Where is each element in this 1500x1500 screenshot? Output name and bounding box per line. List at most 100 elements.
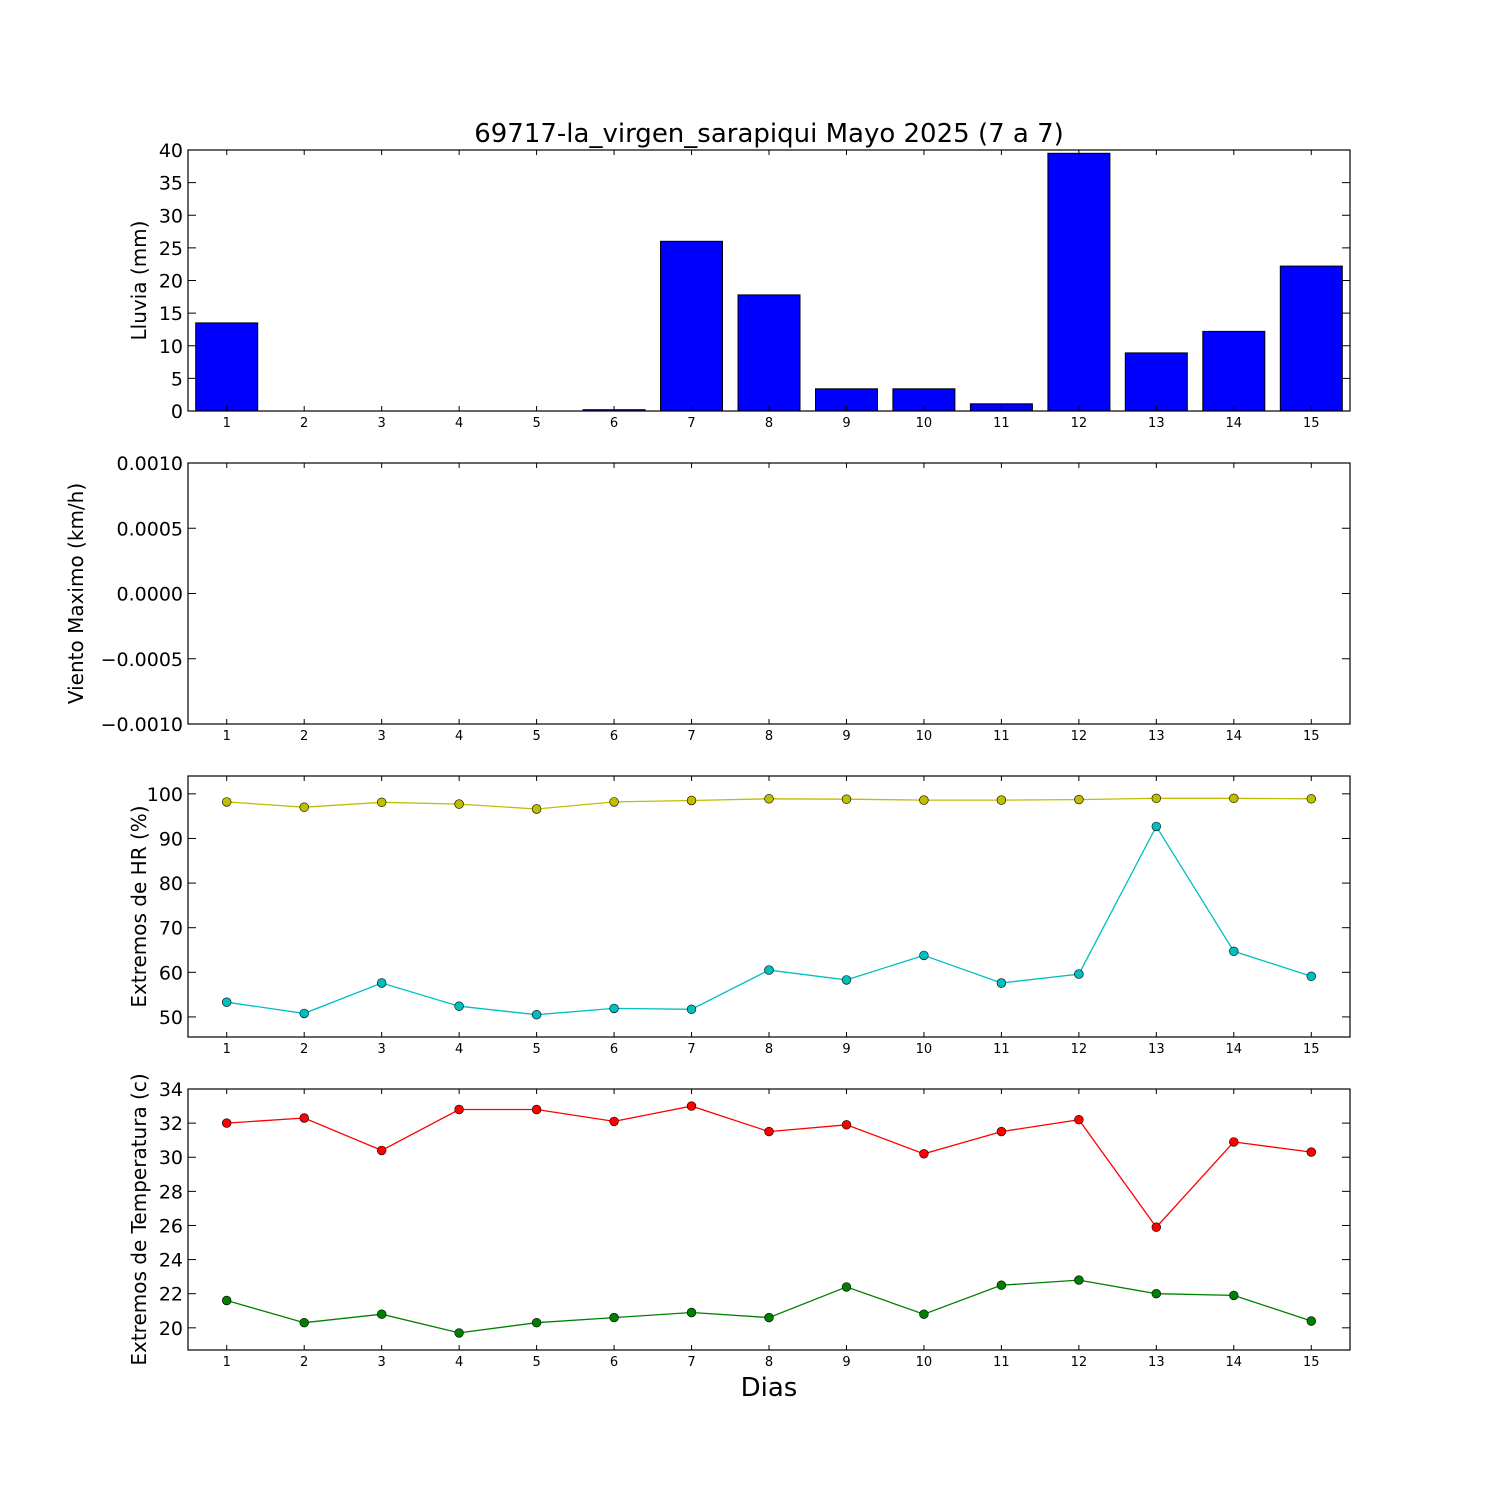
bar-day-15 — [1279, 265, 1343, 412]
x-tick-label: 8 — [765, 416, 773, 431]
bar-day-8 — [737, 294, 801, 412]
y-tick-label: 100 — [147, 784, 183, 806]
x-tick-label: 9 — [842, 729, 850, 744]
point-temp_max-day-9 — [841, 1120, 852, 1130]
point-temp_min-day-1 — [222, 1295, 232, 1306]
x-tick-label: 5 — [532, 1042, 540, 1057]
y-axis-label: Lluvia (mm) — [127, 221, 151, 341]
x-tick-label: 4 — [455, 729, 463, 744]
y-tick-label: 80 — [159, 873, 183, 895]
point-temp_max-day-15 — [1306, 1147, 1317, 1157]
panel-2: 1 2 3 4 5 6 7 8 9 10 11 12 13 14 15−0.0010−0.00050.000… — [64, 453, 1351, 744]
bar-day-7 — [660, 240, 723, 412]
y-tick-label: −0.0010 — [101, 714, 183, 736]
point-temp_max-day-6 — [609, 1116, 619, 1127]
x-tick-label: 8 — [765, 1042, 773, 1057]
x-tick-label: 2 — [300, 1042, 308, 1057]
panel-frame — [187, 462, 1351, 725]
x-tick-label: 15 — [1303, 416, 1320, 431]
point-hr_max-day-8 — [764, 794, 774, 804]
y-tick-label: 0.0000 — [117, 584, 183, 606]
chart-title: 69717-la_virgen_sarapiqui Mayo 2025 (7 a… — [474, 119, 1064, 149]
x-tick-label: 2 — [300, 729, 308, 744]
point-temp_min-day-2 — [299, 1317, 309, 1328]
point-temp_max-day-10 — [919, 1149, 929, 1159]
x-tick-label: 13 — [1148, 729, 1165, 744]
x-tick-label: 8 — [765, 729, 773, 744]
point-hr_min-day-12 — [1074, 969, 1084, 979]
point-temp_min-day-12 — [1074, 1275, 1084, 1285]
x-tick-label: 10 — [916, 1355, 933, 1370]
y-tick-label: 30 — [159, 205, 183, 227]
x-axis-label: Dias — [741, 1373, 798, 1403]
point-temp_min-day-10 — [919, 1309, 929, 1319]
x-tick-label: 14 — [1226, 729, 1243, 744]
bar-day-1 — [195, 322, 259, 412]
x-tick-label: 2 — [300, 1355, 308, 1370]
point-hr_min-day-7 — [686, 1004, 697, 1014]
y-tick-label: 35 — [159, 173, 183, 195]
point-hr_max-day-14 — [1229, 793, 1239, 803]
panel-4: 1 2 3 4 5 6 7 8 9 10 11 12 13 14 152022242628303234Ext… — [127, 1073, 1351, 1370]
x-tick-label: 14 — [1226, 1042, 1243, 1057]
point-temp_max-day-7 — [686, 1101, 697, 1111]
x-tick-label: 1 — [223, 1355, 231, 1370]
x-tick-label: 12 — [1071, 416, 1088, 431]
point-temp_min-day-8 — [764, 1312, 774, 1323]
point-hr_min-day-6 — [609, 1003, 619, 1014]
y-tick-label: 0.0010 — [117, 453, 183, 475]
bar-day-14 — [1202, 330, 1266, 412]
y-tick-label: 70 — [159, 918, 183, 940]
x-tick-label: 13 — [1148, 1355, 1165, 1370]
x-tick-label: 13 — [1148, 1042, 1165, 1057]
x-tick-label: 6 — [610, 729, 618, 744]
x-tick-label: 5 — [532, 416, 540, 431]
point-temp_min-day-14 — [1229, 1290, 1239, 1301]
point-temp_max-day-2 — [299, 1113, 309, 1123]
point-hr_max-day-6 — [609, 797, 619, 807]
y-tick-label: 0.0005 — [117, 518, 183, 540]
point-temp_max-day-1 — [222, 1118, 232, 1128]
y-tick-label: 10 — [159, 336, 183, 358]
x-tick-label: 1 — [223, 729, 231, 744]
point-hr_min-day-2 — [299, 1008, 309, 1019]
x-tick-label: 10 — [916, 1042, 933, 1057]
panel-3: 1 2 3 4 5 6 7 8 9 10 11 12 13 14 155060708090100Extrem… — [127, 775, 1351, 1057]
x-tick-label: 14 — [1226, 416, 1243, 431]
point-hr_max-day-9 — [841, 794, 852, 804]
x-tick-label: 14 — [1226, 1355, 1243, 1370]
point-hr_min-day-4 — [454, 1001, 464, 1011]
x-tick-label: 9 — [842, 416, 850, 431]
point-temp_min-day-3 — [377, 1309, 387, 1319]
point-hr_max-day-10 — [919, 795, 929, 805]
x-tick-label: 15 — [1303, 1355, 1320, 1370]
point-hr_max-day-4 — [454, 799, 464, 809]
point-temp_min-day-9 — [841, 1282, 852, 1292]
point-temp_min-day-13 — [1151, 1288, 1162, 1299]
x-tick-label: 15 — [1303, 729, 1320, 744]
y-tick-label: 28 — [159, 1181, 183, 1203]
x-tick-label: 9 — [842, 1042, 850, 1057]
y-tick-label: 34 — [159, 1079, 183, 1101]
point-hr_min-day-13 — [1151, 821, 1162, 832]
point-hr_min-day-10 — [919, 950, 929, 961]
y-tick-label: 30 — [159, 1147, 183, 1169]
point-hr_min-day-11 — [996, 978, 1007, 988]
y-axis-label: Extremos de Temperatura (c) — [127, 1073, 151, 1365]
x-tick-label: 6 — [610, 416, 618, 431]
x-tick-label: 7 — [687, 1042, 695, 1057]
y-tick-label: 25 — [159, 238, 183, 260]
x-tick-label: 3 — [378, 416, 386, 431]
y-tick-label: −0.0005 — [101, 649, 183, 671]
panel-frame — [187, 775, 1351, 1038]
point-hr_min-day-3 — [377, 978, 387, 988]
y-axis-label: Extremos de HR (%) — [127, 805, 151, 1007]
x-tick-label: 5 — [532, 729, 540, 744]
point-hr_max-day-5 — [531, 804, 542, 814]
chart-panels: 1 2 3 4 5 6 7 8 9 10 11 12 13 14 150510152025303540Llu… — [64, 140, 1351, 1370]
point-hr_max-day-15 — [1306, 794, 1317, 804]
x-tick-label: 6 — [610, 1042, 618, 1057]
y-tick-label: 24 — [159, 1250, 183, 1272]
x-tick-label: 4 — [455, 416, 463, 431]
